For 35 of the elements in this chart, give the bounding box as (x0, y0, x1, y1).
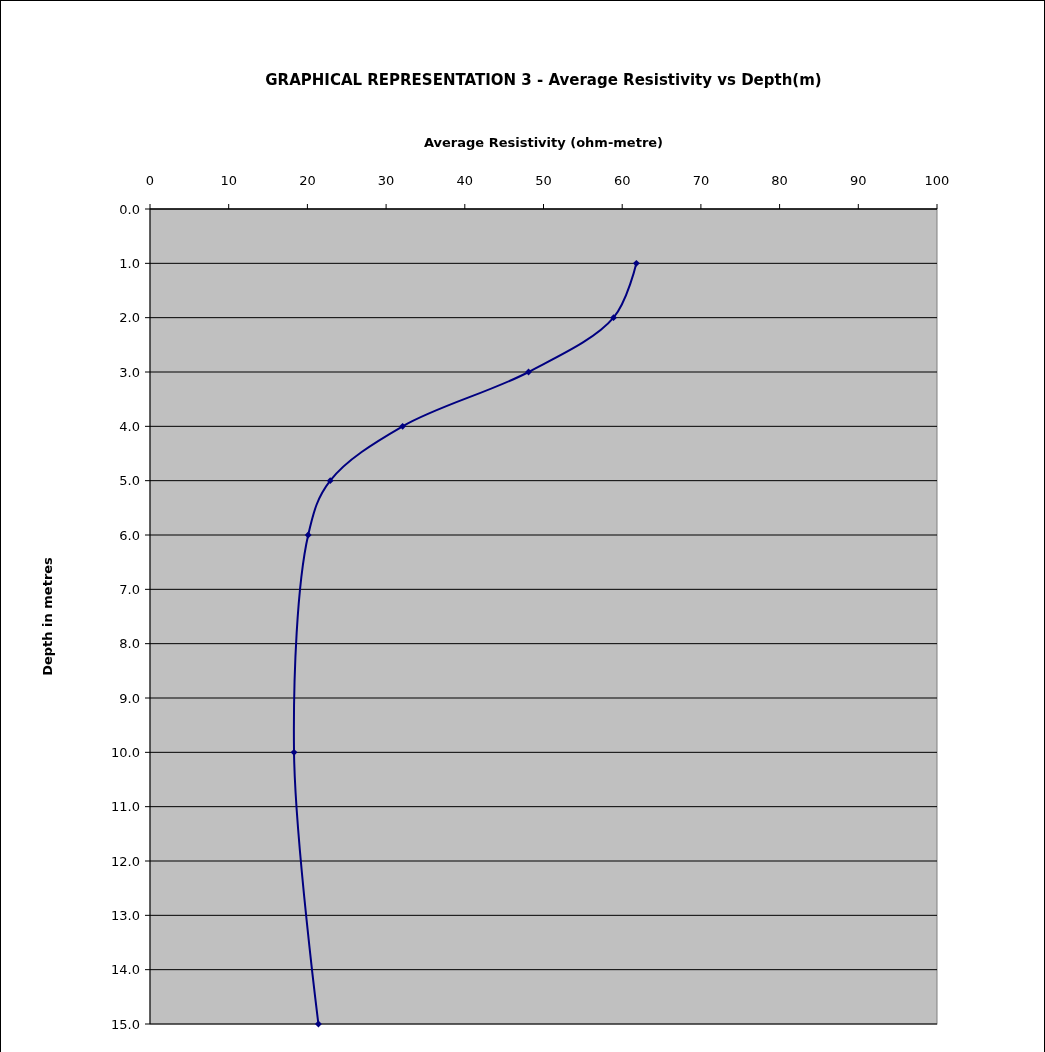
x-axis-title: Average Resistivity (ohm-metre) (423, 135, 664, 150)
y-tick-label: 4.0 (119, 418, 140, 434)
y-tick-label: 3.0 (119, 364, 140, 380)
y-tick-label: 12.0 (111, 853, 140, 869)
y-tick-label: 1.0 (119, 255, 140, 271)
x-tick-label: 20 (299, 173, 316, 188)
x-tick-label: 50 (535, 173, 552, 188)
point (399, 422, 407, 430)
y-tick-label: 9.0 (119, 690, 140, 706)
chart-title: GRAPHICAL REPRESENTATION 3 - Average Resistivity vs Depth(m) (265, 71, 822, 89)
x-tick-label: 60 (613, 173, 631, 188)
x-tick-label: 40 (456, 173, 474, 188)
x-tick-label: 90 (850, 173, 867, 188)
y-tick-label: 0.0 (119, 201, 140, 217)
y-tick-label: 8.0 (119, 636, 140, 652)
point (632, 259, 640, 267)
y-tick-label: 7.0 (119, 581, 140, 597)
point (314, 1020, 322, 1028)
x-tick-label: 80 (771, 173, 788, 188)
y-tick-label: 5.0 (119, 473, 140, 489)
point (304, 531, 312, 539)
x-tick-label: 10 (220, 173, 237, 188)
y-axis-title: Depth in metres (40, 556, 55, 676)
y-tick-label: 13.0 (111, 907, 140, 923)
y-tick-label: 11.0 (111, 799, 140, 815)
y-tick-label: 10.0 (111, 744, 140, 760)
y-tick-label: 14.0 (111, 962, 140, 978)
x-tick-label: 100 (924, 173, 950, 188)
x-tick-label: 30 (377, 173, 395, 188)
x-tick-label: 70 (692, 173, 710, 188)
y-tick-label: 15.0 (111, 1016, 140, 1032)
y-tick-label: 6.0 (119, 527, 140, 543)
x-tick-label: 0 (145, 173, 155, 188)
y-tick-label: 2.0 (119, 310, 140, 326)
point (610, 314, 617, 322)
